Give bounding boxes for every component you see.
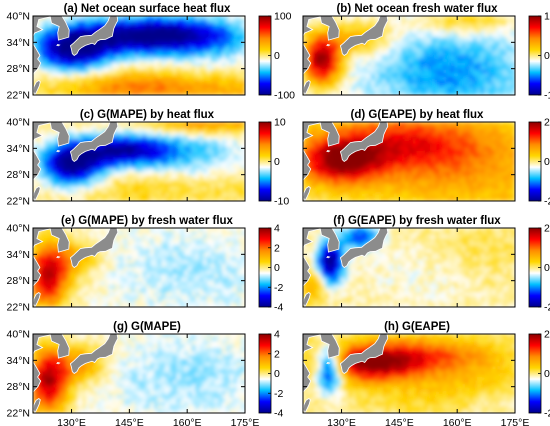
land-mask	[303, 16, 389, 95]
y-tick-label: 40°N	[7, 329, 30, 341]
map-frame	[302, 227, 516, 308]
colorbar-tick-label: -100	[274, 90, 295, 102]
colorbar-tick-label: -4	[274, 302, 283, 314]
land-mask	[303, 228, 389, 307]
x-tick-label: 160°E	[443, 417, 472, 426]
colorbar-tick-label: -2	[544, 196, 550, 208]
map-frame	[302, 333, 516, 414]
colorbar-tick-label: 1	[544, 11, 550, 23]
y-tick-label: 34°N	[7, 355, 30, 367]
x-tick-label: 145°E	[115, 417, 144, 426]
map-frame	[32, 15, 246, 96]
colorbar-tick-label: -1	[544, 90, 550, 102]
map-frame	[32, 333, 246, 414]
y-tick-label: 22°N	[7, 302, 30, 314]
heatmap-field	[33, 122, 245, 201]
colorbar-tick-label: 2	[544, 223, 550, 235]
y-tick-label: 28°N	[7, 275, 30, 287]
panel-h: 130°E 145°E 160°E 175°E (h) G(EAPE) 2 0 -2	[302, 321, 550, 426]
colorbar-tick-label: 10	[274, 117, 286, 129]
heatmap-field	[303, 334, 515, 413]
panel-b: (b) Net ocean fresh water flux 1 0 -1	[302, 3, 550, 102]
panel-d: (d) G(EAPE) by heat flux 2 0 -2	[302, 109, 550, 208]
colorbar-tick-label: 0	[544, 156, 550, 168]
colorbar-tick-label: 100	[274, 11, 292, 23]
colorbar-tick-label: 4	[274, 223, 280, 235]
colorbar-tick-label: 4	[274, 329, 280, 341]
x-tick-label: 130°E	[57, 417, 86, 426]
panel-title: (d) G(EAPE) by heat flux	[351, 109, 485, 121]
x-tick-label: 175°E	[231, 417, 260, 426]
y-tick-label: 34°N	[7, 143, 30, 155]
panel-e: 40°N 34°N 28°N 22°N (e) G(MAPE) by fresh wat…	[7, 215, 284, 314]
land-mask	[303, 122, 389, 201]
y-tick-label: 22°N	[7, 90, 30, 102]
colorbar-tick-label: -10	[274, 196, 289, 208]
land-mask	[33, 16, 119, 95]
colorbar-tick-label: 0	[544, 262, 550, 274]
y-tick-label: 40°N	[7, 223, 30, 235]
colorbar-tick-label: 0	[544, 50, 550, 62]
x-tick-label: 175°E	[501, 417, 530, 426]
colorbar-tick-label: 0	[274, 156, 280, 168]
map-frame	[32, 121, 246, 202]
panel-title: (e) G(MAPE) by fresh water flux	[61, 215, 233, 227]
y-tick-label: 40°N	[7, 117, 30, 129]
y-tick-label: 34°N	[7, 37, 30, 49]
panel-title: (a) Net ocean surface heat flux	[64, 3, 231, 15]
panel-title: (h) G(EAPE)	[384, 321, 450, 333]
land-mask	[303, 334, 389, 413]
panel-title: (g) G(MAPE)	[113, 321, 181, 333]
map-frame	[32, 227, 246, 308]
heatmap-field	[303, 122, 515, 201]
colorbar-tick-label: 2	[544, 117, 550, 129]
colorbar-tick-label: 2	[274, 242, 280, 254]
y-tick-label: 28°N	[7, 381, 30, 393]
y-tick-label: 40°N	[7, 11, 30, 23]
heatmap-field	[33, 334, 245, 413]
panel-f: (f) G(EAPE) by fresh water flux 2 0 -2	[302, 215, 550, 314]
panel-a: 40°N 34°N 28°N 22°N (a) Net ocean surface he…	[7, 3, 296, 102]
map-frame	[302, 121, 516, 202]
colorbar-tick-label: 0	[274, 50, 280, 62]
x-tick-label: 160°E	[173, 417, 202, 426]
colorbar-tick-label: -2	[544, 302, 550, 314]
land-mask	[33, 228, 119, 307]
land-mask	[33, 334, 119, 413]
colorbar-tick-label: 0	[274, 262, 280, 274]
panel-title: (f) G(EAPE) by fresh water flux	[333, 215, 501, 227]
panel-c: 40°N 34°N 28°N 22°N (c) G(MAPE) by heat flux…	[7, 109, 290, 208]
map-frame	[302, 15, 516, 96]
land-mask	[33, 122, 119, 201]
y-tick-label: 22°N	[7, 196, 30, 208]
x-tick-label: 145°E	[385, 417, 414, 426]
y-tick-label: 22°N	[7, 408, 30, 420]
colorbar-tick-label: 0	[544, 368, 550, 380]
x-tick-label: 130°E	[327, 417, 356, 426]
colorbar-tick-label: 2	[274, 348, 280, 360]
panel-title: (c) G(MAPE) by heat flux	[80, 109, 215, 121]
colorbar-tick-label: -2	[274, 388, 283, 400]
panel-title: (b) Net ocean fresh water flux	[336, 3, 498, 15]
colorbar-tick-label: 2	[544, 329, 550, 341]
colorbar-tick-label: -2	[274, 282, 283, 294]
y-tick-label: 34°N	[7, 249, 30, 261]
panel-g: 40°N 34°N 28°N 22°N 130°E 145°E 160°E 175°E (g) …	[7, 321, 284, 426]
colorbar-tick-label: -4	[274, 408, 283, 420]
colorbar-tick-label: 0	[274, 368, 280, 380]
y-tick-label: 28°N	[7, 63, 30, 75]
y-tick-label: 28°N	[7, 169, 30, 181]
colorbar-tick-label: -2	[544, 408, 550, 420]
